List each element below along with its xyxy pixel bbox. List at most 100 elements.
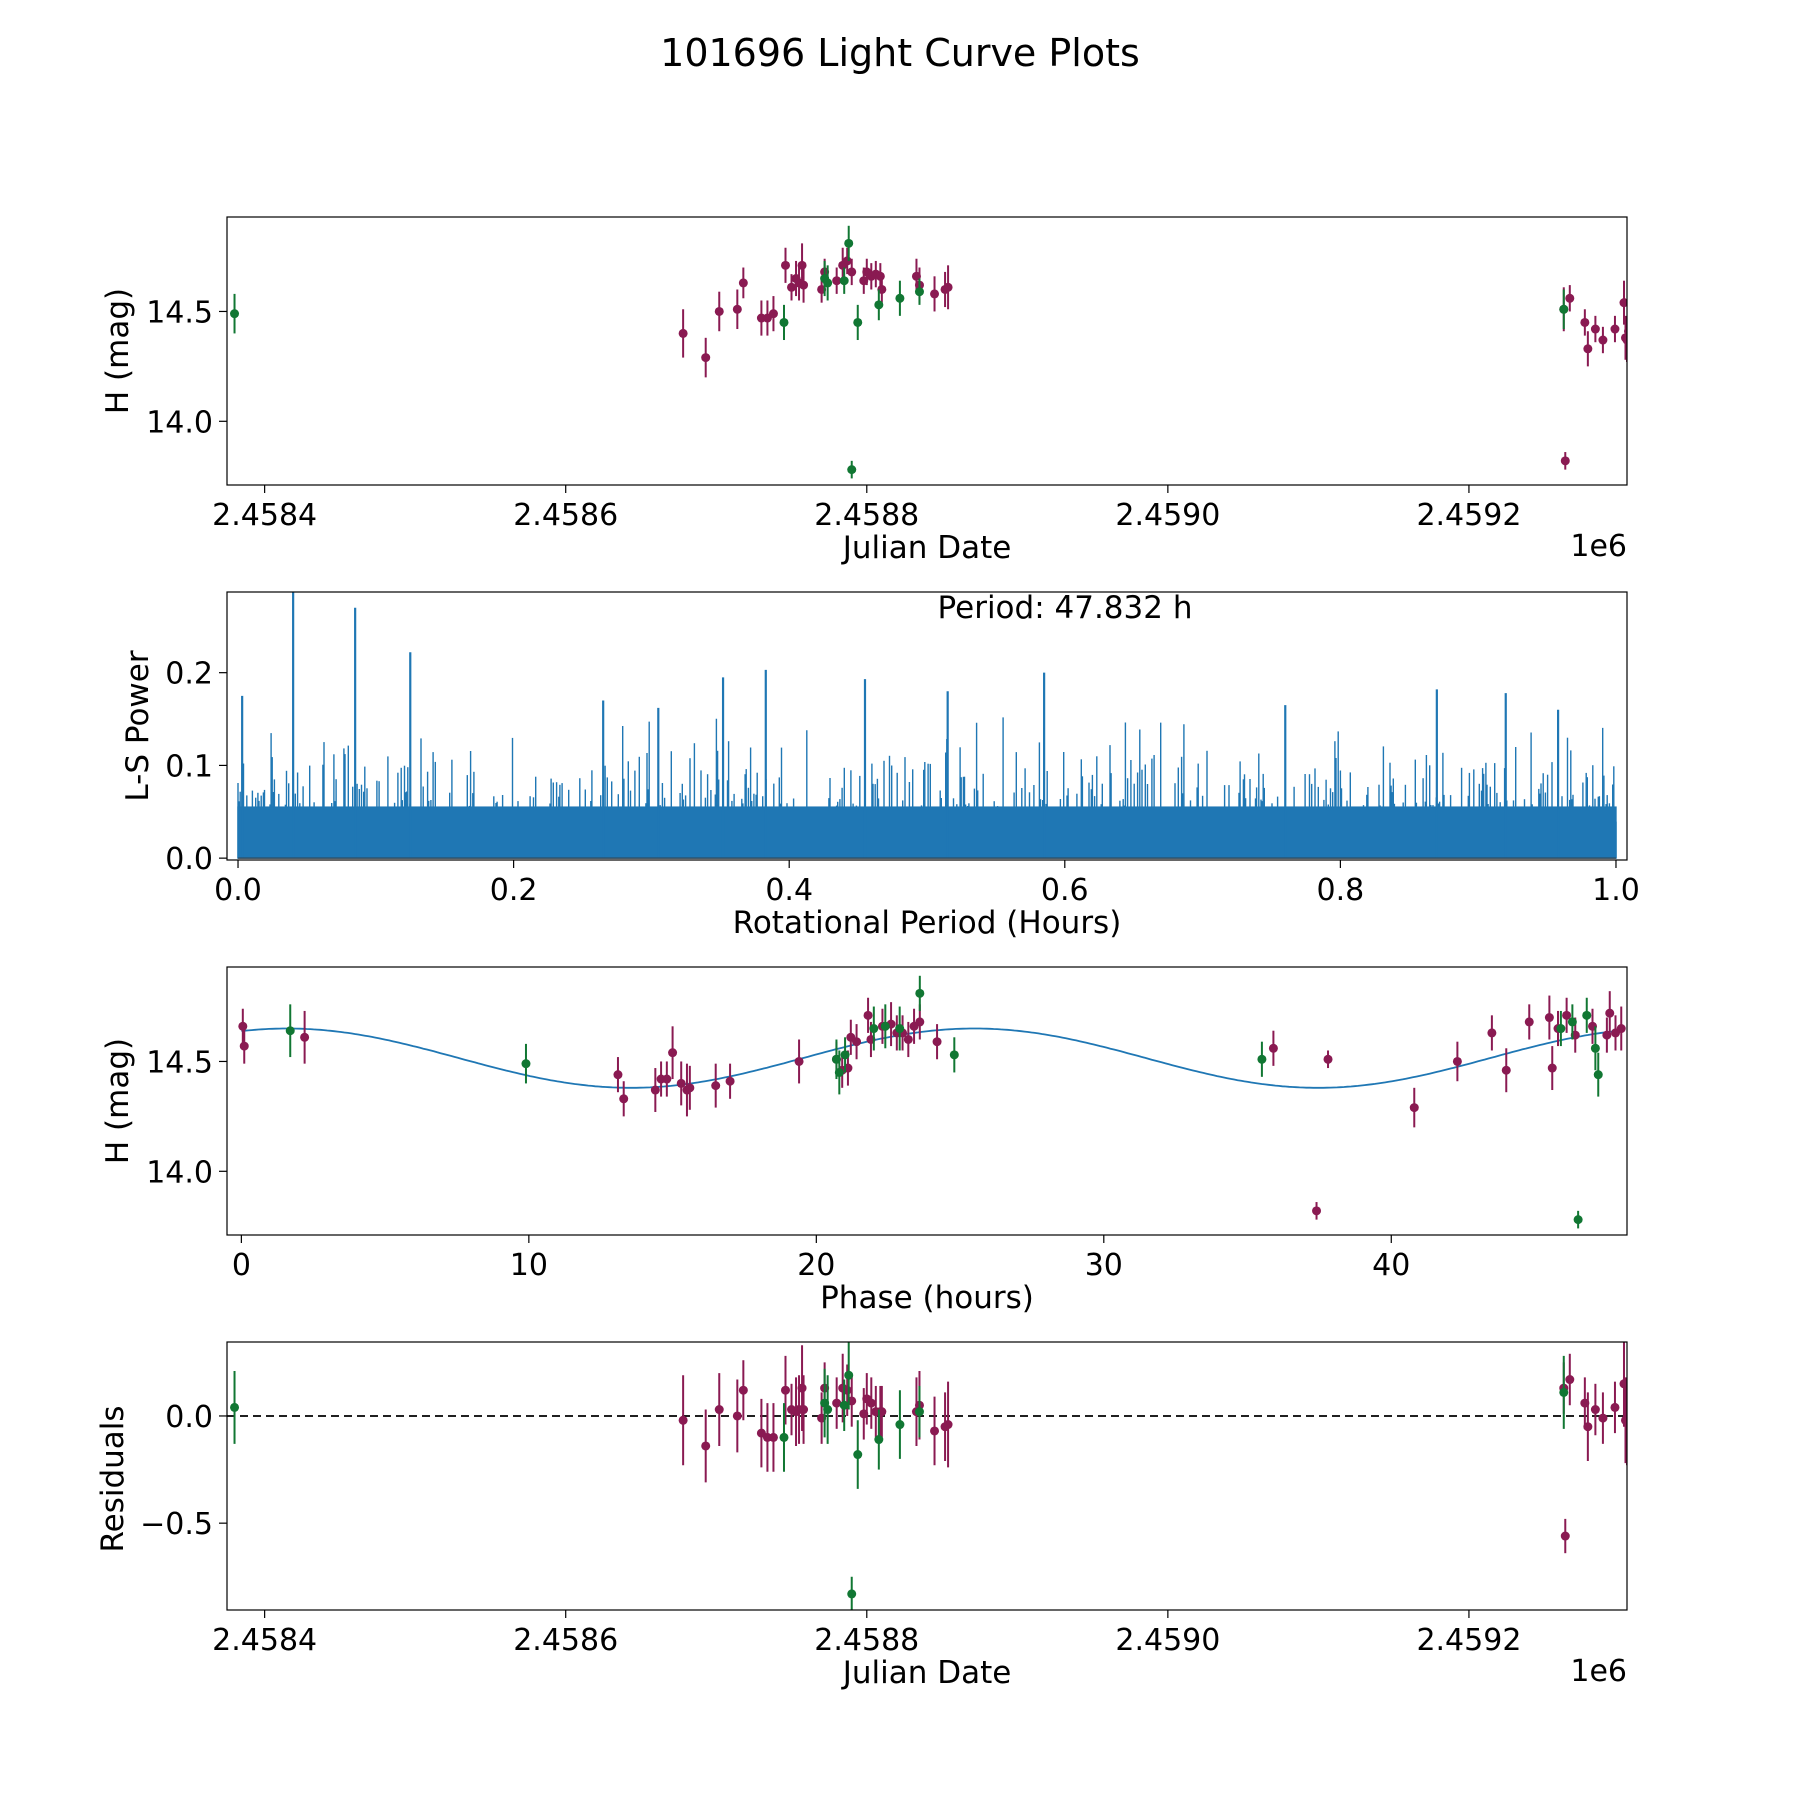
data-point xyxy=(685,1083,695,1093)
periodogram-x-tick-label: 0.6 xyxy=(1041,873,1089,908)
raw-y-tick-label: 14.0 xyxy=(146,405,213,440)
data-point xyxy=(1268,1043,1278,1053)
folded-x-tick-label: 20 xyxy=(797,1248,835,1283)
folded-y-tick-label: 14.0 xyxy=(146,1155,213,1190)
data-point xyxy=(1580,317,1590,327)
data-point xyxy=(895,1024,905,1034)
data-point xyxy=(668,1048,678,1058)
raw-x-axis-label: Julian Date xyxy=(841,530,1012,566)
data-point xyxy=(1323,1054,1333,1064)
folded-light-curve-panel: 0 10 20 30 40 14.0 14.5 Phase (hours) H (mag) xyxy=(100,966,1628,1316)
folded-y-tick-label: 14.5 xyxy=(146,1045,213,1080)
data-point xyxy=(1559,304,1569,314)
raw-x-tick-label: 2.4592 xyxy=(1416,498,1521,533)
data-point xyxy=(1565,293,1575,303)
data-point xyxy=(797,260,807,270)
residuals-y-tick-label: −0.5 xyxy=(140,1507,213,1542)
raw-x-tick-label: 2.4588 xyxy=(814,498,919,533)
folded-green-series xyxy=(285,975,1603,1229)
data-point xyxy=(613,1070,623,1080)
residuals-y-tick-label: 0.0 xyxy=(165,1400,213,1435)
data-point xyxy=(880,1021,890,1031)
data-point xyxy=(1598,335,1608,345)
data-point xyxy=(714,306,724,316)
data-point xyxy=(930,1426,940,1436)
data-point xyxy=(1605,1008,1615,1018)
data-point xyxy=(875,271,885,281)
data-point xyxy=(1501,1065,1511,1075)
data-point xyxy=(1624,326,1627,336)
folded-x-tick-label: 10 xyxy=(510,1248,548,1283)
data-point xyxy=(768,1432,778,1442)
folded-y-axis-label: H (mag) xyxy=(100,1038,136,1164)
data-point xyxy=(847,1589,857,1599)
periodogram-x-tick-label: 0.8 xyxy=(1317,873,1365,908)
data-point xyxy=(932,1037,942,1047)
data-point xyxy=(823,1405,833,1415)
folded-x-axis-label: Phase (hours) xyxy=(820,1280,1034,1316)
folded-axes-frame xyxy=(226,966,1628,1236)
data-point xyxy=(834,1067,844,1077)
residuals-purple-series xyxy=(678,1342,1627,1554)
data-point xyxy=(797,1383,807,1393)
data-point xyxy=(1547,1063,1557,1073)
raw-light-curve-panel: 2.4584 2.4586 2.4588 2.4590 2.4592 14.0 14.5 J… xyxy=(100,216,1628,566)
data-point xyxy=(1610,1402,1620,1412)
residuals-x-tick-label: 2.4586 xyxy=(513,1623,618,1658)
data-point xyxy=(1624,1416,1627,1425)
data-point xyxy=(853,317,863,327)
data-point xyxy=(930,289,940,299)
raw-axes-frame xyxy=(226,216,1628,486)
periodogram-x-tick-label: 0.0 xyxy=(214,873,262,908)
data-point xyxy=(1556,1024,1566,1034)
data-point xyxy=(701,1441,711,1451)
data-point xyxy=(230,1402,240,1412)
data-point xyxy=(779,317,789,327)
data-point xyxy=(799,280,809,290)
residuals-green-series xyxy=(230,1342,1569,1610)
raw-x-tick-label: 2.4584 xyxy=(212,498,317,533)
ls-power-series xyxy=(237,592,1617,859)
periodogram-x-axis-label: Rotational Period (Hours) xyxy=(733,905,1122,941)
data-point xyxy=(711,1081,721,1091)
data-point xyxy=(1560,456,1570,466)
data-point xyxy=(1598,1413,1608,1423)
data-point xyxy=(914,1407,924,1417)
raw-green-series xyxy=(230,225,1569,479)
folded-purple-series xyxy=(238,991,1626,1220)
data-point xyxy=(915,1017,925,1027)
raw-y-axis-label: H (mag) xyxy=(100,288,136,414)
data-point xyxy=(230,309,240,319)
ls-power-dense-band xyxy=(237,806,1617,859)
data-point xyxy=(1593,1070,1603,1080)
data-point xyxy=(239,1041,249,1051)
data-point xyxy=(1590,324,1600,334)
data-point xyxy=(1583,344,1593,354)
data-point xyxy=(1312,1206,1322,1216)
periodogram-axes-frame xyxy=(226,591,1628,861)
data-point xyxy=(874,300,884,310)
data-point xyxy=(1452,1056,1462,1066)
data-point xyxy=(650,1085,660,1095)
periodogram-x-tick-label: 1.0 xyxy=(1592,873,1640,908)
data-point xyxy=(914,287,924,297)
data-point xyxy=(895,1420,905,1430)
data-point xyxy=(678,1415,688,1425)
data-point xyxy=(619,1094,629,1104)
data-point xyxy=(1573,1215,1583,1225)
data-point xyxy=(943,282,953,292)
data-point xyxy=(943,1420,953,1430)
residuals-offset-text: 1e6 xyxy=(1570,1654,1627,1689)
data-point xyxy=(714,1405,724,1415)
folded-x-tick-label: 40 xyxy=(1372,1248,1410,1283)
figure-title: 101696 Light Curve Plots xyxy=(660,31,1140,75)
data-point xyxy=(738,1385,748,1395)
data-point xyxy=(768,309,778,319)
periodogram-x-tick-label: 0.2 xyxy=(490,873,538,908)
data-point xyxy=(1559,1387,1569,1397)
raw-offset-text: 1e6 xyxy=(1570,529,1627,564)
data-point xyxy=(1582,1010,1592,1020)
data-point xyxy=(662,1074,672,1084)
residuals-x-axis-label: Julian Date xyxy=(841,1655,1012,1691)
